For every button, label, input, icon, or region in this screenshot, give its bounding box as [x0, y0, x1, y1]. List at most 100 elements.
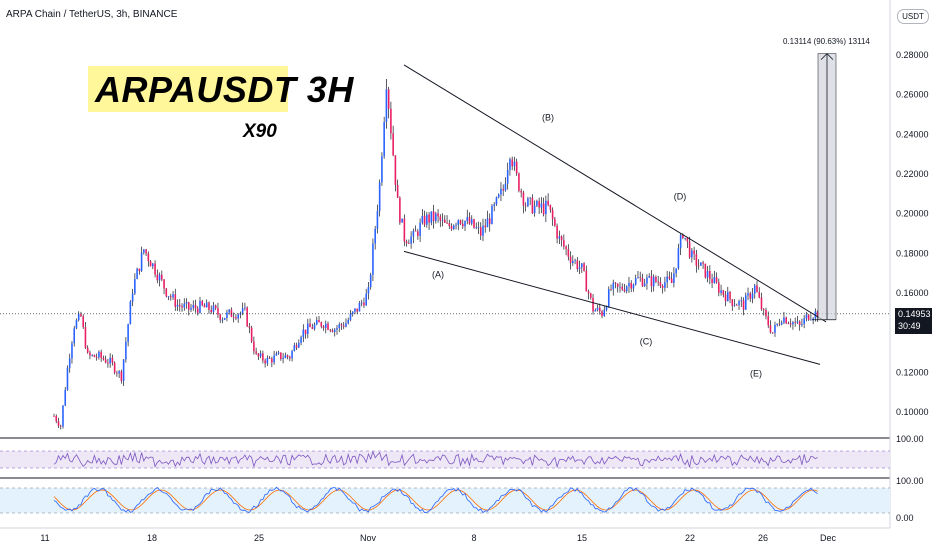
candle-body — [738, 301, 740, 306]
indicator-layer: 100.00 100.00 0.00 — [0, 434, 924, 523]
stoch-k-line — [53, 486, 818, 514]
candle-body — [201, 300, 204, 306]
candle-body — [122, 359, 125, 381]
candle-body — [327, 323, 329, 330]
candle-body — [156, 274, 159, 281]
candle-body — [470, 219, 473, 224]
candle-body — [524, 205, 527, 207]
candle-body — [491, 205, 493, 224]
candle-body — [109, 357, 111, 364]
candle-body — [275, 353, 278, 356]
wave-label: (A) — [432, 269, 444, 279]
candle-body — [468, 217, 471, 224]
candle-body — [356, 308, 359, 312]
x-tick-label: 8 — [471, 533, 476, 543]
candle-body — [652, 276, 655, 287]
candle-body — [677, 248, 680, 269]
candle-body — [315, 320, 318, 325]
candle-body — [747, 293, 749, 296]
x-tick-label: Dec — [820, 533, 837, 543]
candle-body — [621, 286, 624, 290]
candle-body — [601, 311, 603, 316]
candle-body — [583, 263, 585, 271]
candle-body — [423, 215, 426, 225]
candle-body — [592, 297, 594, 312]
target-arrow-head — [820, 53, 834, 60]
candle-body — [194, 305, 197, 309]
candle-body — [199, 300, 201, 313]
symbol-header[interactable]: ARPA Chain / TetherUS, 3h, BINANCE — [6, 9, 178, 20]
candle-body — [697, 265, 700, 267]
candle-body — [666, 276, 668, 283]
candle-body — [237, 314, 239, 319]
candle-body — [464, 221, 466, 227]
candle-body — [760, 297, 763, 310]
candle-body — [80, 313, 82, 317]
candle-body — [673, 273, 675, 283]
candle-body — [217, 308, 219, 315]
candle-body — [349, 313, 352, 321]
candle-body — [145, 249, 147, 254]
candle-body — [576, 260, 579, 269]
wedge-lower-line — [403, 250, 821, 365]
candle-body — [704, 263, 707, 278]
candle-body — [569, 256, 572, 263]
leverage-text: X90 — [243, 121, 277, 142]
candle-body — [374, 228, 376, 244]
candle-body — [333, 329, 336, 332]
candle-body — [64, 389, 67, 406]
candle-body — [342, 325, 345, 327]
candle-body — [682, 234, 684, 239]
candle-body — [113, 362, 116, 373]
candle-body — [293, 345, 296, 351]
x-tick-label: 15 — [577, 533, 587, 543]
candle-body — [396, 184, 399, 198]
candle-body — [284, 355, 287, 359]
candle-body — [650, 276, 653, 287]
candle-body — [181, 306, 183, 308]
candle-body — [118, 371, 120, 374]
candle-body — [598, 307, 601, 312]
candle-body — [57, 421, 60, 426]
candle-body — [751, 293, 754, 299]
drawings-layer: (A) (B) (C) (D) (E) 0.13114 (90.63%) 13114 — [403, 37, 870, 378]
candle-body — [264, 360, 266, 364]
candle-body — [187, 302, 190, 310]
candle-body — [295, 345, 298, 348]
candle-body — [369, 274, 372, 288]
candle-body — [789, 323, 792, 325]
candle-body — [329, 329, 332, 331]
candle-body — [657, 281, 659, 283]
candle-body — [104, 359, 107, 363]
candle-body — [309, 323, 311, 328]
candle-body — [578, 267, 581, 269]
candle-body — [756, 285, 758, 292]
candle-body — [214, 305, 217, 309]
candle-body — [387, 89, 390, 109]
current-price-label: 0.14953 30:49 — [895, 308, 932, 334]
candle-body — [702, 262, 704, 264]
candle-body — [390, 108, 392, 134]
currency-badge[interactable]: USDT — [897, 9, 929, 24]
candle-body — [549, 204, 552, 211]
candle-body — [493, 204, 496, 206]
candle-body — [466, 217, 469, 222]
candle-body — [536, 200, 538, 206]
candle-body — [360, 302, 363, 304]
stoch-tick-label: 0.00 — [896, 513, 914, 523]
candle-body — [581, 263, 583, 268]
candle-body — [632, 284, 635, 289]
candle-body — [688, 241, 691, 258]
candle-body — [120, 371, 123, 381]
candle-body — [713, 277, 716, 284]
candle-body — [513, 161, 516, 167]
candle-body — [66, 367, 69, 390]
candle-body — [266, 358, 269, 364]
candle-body — [410, 236, 412, 244]
candle-body — [241, 308, 244, 313]
wave-label: (E) — [750, 368, 762, 378]
candle-body — [129, 301, 132, 325]
candle-body — [304, 329, 307, 335]
candle-body — [646, 277, 648, 284]
